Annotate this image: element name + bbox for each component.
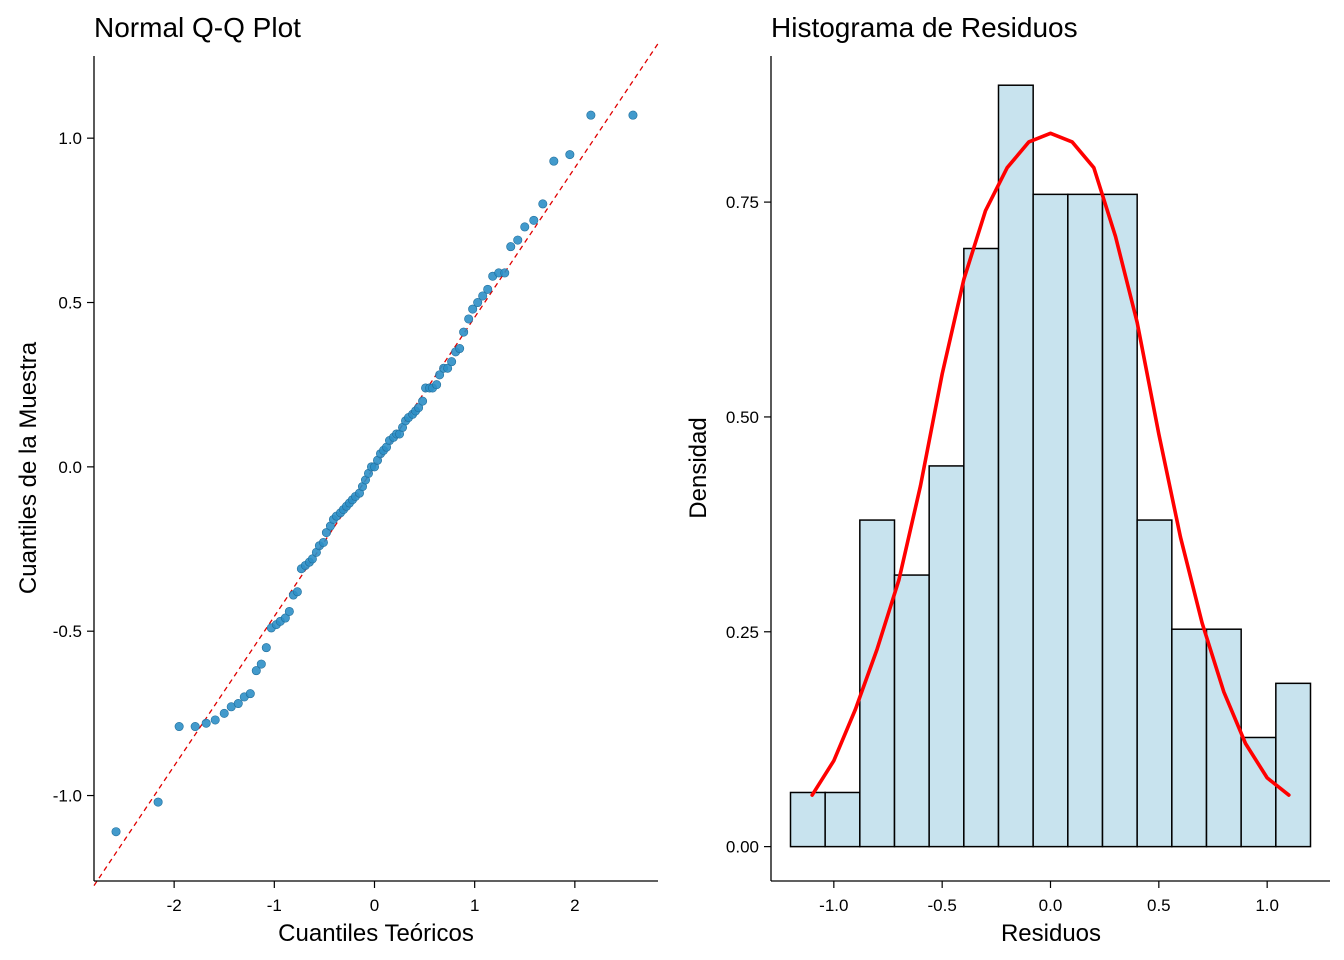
qq-point-58	[418, 396, 428, 406]
qq-point-84	[565, 150, 575, 160]
histogram-bar-8	[1067, 193, 1104, 848]
hist-x-tick-label: 0.0	[1039, 896, 1063, 915]
qq-x-tick-label: 2	[570, 896, 579, 915]
qq-point-10	[245, 689, 255, 699]
qq-point-73	[478, 291, 488, 301]
qq-point-57	[414, 403, 424, 413]
qq-y-tick-label: 1.0	[58, 129, 82, 148]
qq-point-66	[447, 357, 457, 367]
qq-point-4	[201, 718, 211, 728]
qq-point-0	[111, 827, 121, 837]
hist-y-tick-label: 0.25	[726, 623, 759, 642]
qq-point-27	[318, 537, 328, 547]
qq-points-layer	[111, 110, 638, 837]
qq-x-tick-label: 0	[370, 896, 379, 915]
qq-point-11	[251, 666, 261, 676]
qq-plot-title: Normal Q-Q Plot	[94, 12, 301, 43]
qq-x-tick-label: -2	[167, 896, 182, 915]
qq-point-85	[586, 110, 596, 120]
histogram-bar-5	[963, 247, 1000, 848]
hist-x-tick-label: 1.0	[1255, 896, 1279, 915]
histogram-bar-13	[1240, 736, 1277, 848]
qq-point-81	[529, 215, 539, 225]
histogram-bar-9	[1101, 193, 1138, 848]
histogram-bar-10	[1136, 519, 1173, 848]
qq-point-68	[455, 344, 465, 354]
qq-y-tick-label: 0.0	[58, 458, 82, 477]
qq-point-13	[261, 643, 271, 653]
hist-x-axis-title: Residuos	[1001, 920, 1101, 947]
histogram-bar-4	[928, 465, 965, 848]
qq-point-18	[284, 606, 294, 616]
qq-x-tick-label: -1	[267, 896, 282, 915]
hist-x-ticks: -1.0 -0.5 0.0 0.5 1.0	[819, 881, 1279, 915]
qq-x-axis-title: Cuantiles Teóricos	[278, 920, 474, 947]
histogram-bar-3	[893, 574, 930, 848]
qq-y-axis-title: Cuantiles de la Muestra	[15, 341, 42, 594]
qq-point-2	[174, 722, 184, 732]
hist-y-tick-label: 0.75	[726, 193, 759, 212]
qq-point-17	[280, 613, 290, 623]
qq-point-5	[210, 715, 220, 725]
histogram-bars-layer	[789, 84, 1312, 848]
qq-y-ticks: -1.0 -0.5 0.0 0.5 1.0	[53, 129, 94, 806]
histogram-title: Histograma de Residuos	[771, 12, 1078, 43]
hist-y-axis-title: Densidad	[685, 417, 712, 518]
qq-point-69	[459, 327, 469, 337]
qq-point-12	[256, 659, 266, 669]
histogram-bar-14	[1275, 682, 1312, 848]
qq-plot-panel: Normal Q-Q Plot -2 -1 0 1 2 -1.0 -0.5 0.0 0.5 1.…	[15, 12, 659, 947]
qq-point-8	[233, 699, 243, 709]
qq-point-3	[190, 722, 200, 732]
qq-x-tick-label: 1	[470, 896, 479, 915]
qq-point-80	[520, 222, 530, 232]
histogram-bar-1	[824, 791, 861, 848]
histogram-panel: Histograma de Residuos -1.0 -0.5 0.0 0.5 1.0…	[685, 12, 1330, 947]
qq-y-tick-label: -1.0	[53, 787, 82, 806]
qq-point-65	[443, 363, 453, 373]
qq-point-71	[468, 304, 478, 314]
qq-point-78	[506, 242, 516, 252]
qq-point-74	[483, 284, 493, 294]
qq-point-24	[307, 554, 317, 564]
hist-x-tick-label: -1.0	[819, 896, 848, 915]
qq-point-1	[153, 797, 163, 807]
qq-point-6	[219, 708, 229, 718]
density-curve-layer	[810, 131, 1291, 797]
histogram-bar-0	[789, 791, 826, 848]
hist-y-tick-label: 0.50	[726, 408, 759, 427]
qq-point-77	[500, 268, 510, 278]
qq-point-20	[292, 587, 302, 597]
density-curve	[810, 131, 1291, 797]
histogram-bar-6	[997, 84, 1034, 848]
qq-point-70	[464, 314, 474, 324]
qq-point-28	[321, 528, 331, 538]
histogram-bar-11	[1171, 628, 1208, 848]
hist-x-tick-label: 0.5	[1147, 896, 1171, 915]
hist-y-tick-label: 0.00	[726, 838, 759, 857]
qq-point-83	[549, 156, 559, 166]
histogram-bar-12	[1205, 628, 1242, 848]
hist-y-ticks: 0.00 0.25 0.50 0.75	[726, 193, 771, 857]
qq-y-tick-label: 0.5	[58, 294, 82, 313]
qq-y-tick-label: -0.5	[53, 622, 82, 641]
hist-x-tick-label: -0.5	[928, 896, 957, 915]
qq-point-86	[628, 110, 638, 120]
qq-point-63	[435, 370, 445, 380]
histogram-bar-7	[1032, 193, 1069, 848]
qq-point-79	[513, 235, 523, 245]
qq-point-72	[473, 298, 483, 308]
qq-x-ticks: -2 -1 0 1 2	[167, 881, 580, 915]
qq-point-62	[432, 380, 442, 390]
qq-point-82	[538, 199, 548, 209]
